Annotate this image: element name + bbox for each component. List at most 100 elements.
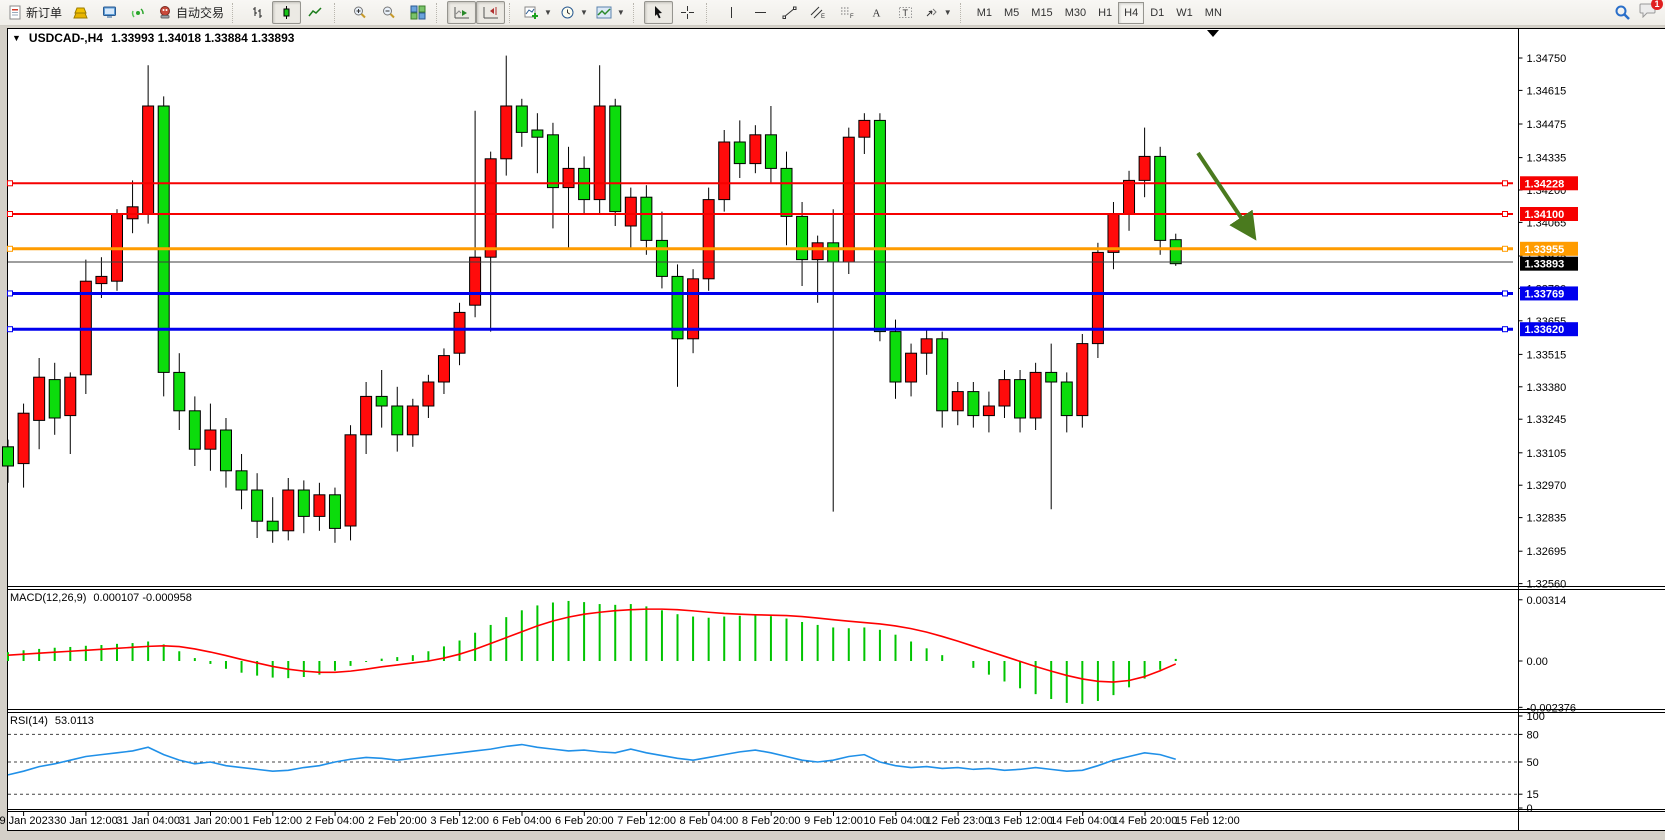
- tf-m30-button[interactable]: M30: [1064, 6, 1087, 19]
- price-line-label: [1520, 322, 1578, 337]
- new-order-button[interactable]: 新订单: [4, 1, 66, 24]
- svg-text:10 Feb 04:00: 10 Feb 04:00: [863, 815, 928, 827]
- candle: [655, 239, 668, 277]
- line-chart-button[interactable]: [301, 1, 330, 24]
- autoscroll-button[interactable]: [447, 1, 477, 24]
- tf-h4-button[interactable]: H4: [1118, 1, 1145, 24]
- candle: [671, 275, 684, 340]
- fibonacci-button[interactable]: F: [833, 1, 862, 24]
- svg-text:1.33620: 1.33620: [1525, 324, 1565, 336]
- tf-m1-button[interactable]: M1: [976, 6, 992, 19]
- svg-text:14 Feb 04:00: 14 Feb 04:00: [1050, 815, 1115, 827]
- candle: [1123, 179, 1136, 215]
- search-icon[interactable]: [1614, 4, 1631, 21]
- text-button[interactable]: A: [862, 1, 891, 24]
- chart-shift-icon: [483, 7, 498, 19]
- templates-button[interactable]: ▼: [592, 1, 629, 24]
- candle: [251, 489, 264, 522]
- svg-text:1.33380: 1.33380: [1527, 382, 1567, 394]
- svg-text:1.34100: 1.34100: [1525, 209, 1565, 221]
- svg-text:1.33769: 1.33769: [1525, 288, 1565, 300]
- horizontal-lines[interactable]: 1.34228 1.34100 1.33955 1.33769 1.33620 1.338…: [7, 176, 1579, 337]
- toolbar: 新订单 自动交易: [0, 0, 1665, 26]
- tf-d1-button[interactable]: D1: [1150, 6, 1165, 19]
- indicators-button[interactable]: ▼: [520, 1, 556, 24]
- candle: [437, 355, 450, 383]
- autotrading-button[interactable]: 自动交易: [153, 1, 228, 24]
- bar-chart-button[interactable]: [243, 1, 272, 24]
- svg-text:-0.002376: -0.002376: [1527, 702, 1577, 714]
- tf-m5-button[interactable]: M5: [1004, 6, 1020, 19]
- template-icon: [596, 6, 612, 19]
- terminal-button[interactable]: [95, 1, 124, 24]
- deposit-button[interactable]: [66, 1, 95, 24]
- candle: [1045, 371, 1058, 383]
- candle: [718, 141, 731, 201]
- candle: [593, 105, 606, 201]
- candlestick-button[interactable]: [272, 1, 302, 24]
- svg-text:8 Feb 20:00: 8 Feb 20:00: [742, 815, 801, 827]
- trend-arrow-annotation[interactable]: [1196, 151, 1257, 241]
- horizontal-line-button[interactable]: [746, 1, 775, 24]
- channel-button[interactable]: E: [804, 1, 833, 24]
- svg-text:F: F: [850, 14, 854, 20]
- svg-text:31 Jan 04:00: 31 Jan 04:00: [116, 815, 180, 827]
- candle: [1029, 371, 1042, 419]
- zoom-out-icon: [382, 6, 395, 19]
- svg-text:100: 100: [1527, 711, 1545, 723]
- tile-windows-button[interactable]: [403, 1, 432, 24]
- candle: [858, 119, 871, 138]
- candle: [1154, 155, 1167, 241]
- arrows-button[interactable]: ▼: [920, 1, 956, 24]
- candle: [453, 311, 466, 354]
- svg-text:1.34475: 1.34475: [1527, 119, 1567, 131]
- new-order-label: 新订单: [26, 6, 63, 20]
- svg-text:1.34335: 1.34335: [1527, 153, 1567, 165]
- candle: [391, 405, 404, 436]
- candle: [297, 489, 310, 517]
- separator: [334, 2, 342, 23]
- tf-m15-button[interactable]: M15: [1031, 6, 1053, 19]
- dropdown-arrow-icon: ▼: [616, 8, 625, 17]
- trendline-button[interactable]: [775, 1, 804, 24]
- candle: [562, 167, 575, 189]
- candle: [375, 395, 388, 407]
- bar-chart-icon: [253, 7, 263, 18]
- zoom-out-button[interactable]: [374, 1, 403, 24]
- zoom-in-button[interactable]: [345, 1, 374, 24]
- svg-text:31 Jan 20:00: 31 Jan 20:00: [179, 815, 243, 827]
- autotrading-label: 自动交易: [176, 6, 225, 20]
- line-chart-icon: [308, 7, 322, 17]
- candle: [48, 379, 61, 419]
- svg-text:50: 50: [1527, 757, 1539, 769]
- tf-w1-button[interactable]: W1: [1176, 6, 1193, 19]
- candle: [1076, 343, 1089, 417]
- candle: [1091, 251, 1104, 345]
- signals-button[interactable]: [124, 1, 153, 24]
- candle: [95, 275, 108, 285]
- tf-mn-button[interactable]: MN: [1204, 6, 1222, 19]
- periods-button[interactable]: ▼: [556, 1, 592, 24]
- candle: [157, 105, 170, 373]
- candle: [1014, 379, 1027, 419]
- svg-text:0.00: 0.00: [1527, 656, 1548, 668]
- tf-h1-button[interactable]: H1: [1098, 6, 1113, 19]
- terminal-icon: [102, 6, 116, 18]
- notifications-button[interactable]: 1: [1639, 0, 1663, 23]
- candle: [422, 381, 435, 407]
- label-button[interactable]: T: [891, 1, 920, 24]
- svg-text:T: T: [902, 8, 908, 18]
- candle: [531, 129, 544, 138]
- arrows-icon: [926, 8, 937, 17]
- svg-text:1.33105: 1.33105: [1527, 448, 1567, 460]
- chart-shift-button[interactable]: [476, 1, 506, 24]
- cursor-button[interactable]: [643, 1, 673, 24]
- candle: [920, 338, 933, 354]
- rsi-pane: 100 80 50 15 0: [7, 711, 1545, 815]
- crosshair-button[interactable]: [673, 1, 702, 24]
- svg-text:1.33245: 1.33245: [1527, 414, 1567, 426]
- vertical-line-button[interactable]: [717, 1, 746, 24]
- candle: [687, 278, 700, 340]
